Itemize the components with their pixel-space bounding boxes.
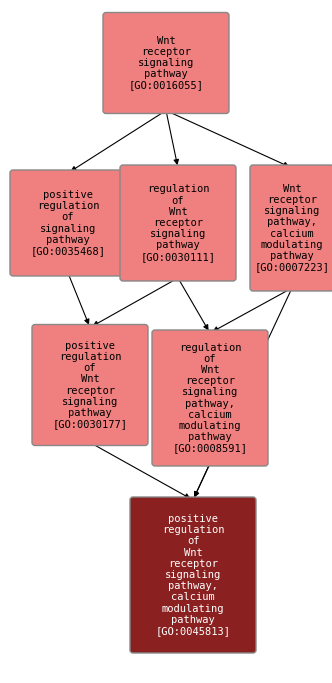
FancyBboxPatch shape xyxy=(103,12,229,113)
Text: Wnt
receptor
signaling
pathway
[GO:0016055]: Wnt receptor signaling pathway [GO:00160… xyxy=(128,36,204,90)
FancyBboxPatch shape xyxy=(152,330,268,466)
Text: positive
regulation
of
Wnt
receptor
signaling
pathway
[GO:0030177]: positive regulation of Wnt receptor sign… xyxy=(52,341,127,429)
Text: regulation
of
Wnt
receptor
signaling
pathway
[GO:0030111]: regulation of Wnt receptor signaling pat… xyxy=(140,184,215,262)
FancyBboxPatch shape xyxy=(32,324,148,445)
Text: Wnt
receptor
signaling
pathway,
calcium
modulating
pathway
[GO:0007223]: Wnt receptor signaling pathway, calcium … xyxy=(255,184,329,273)
Text: positive
regulation
of
signaling
pathway
[GO:0035468]: positive regulation of signaling pathway… xyxy=(31,190,106,256)
Text: positive
regulation
of
Wnt
receptor
signaling
pathway,
calcium
modulating
pathwa: positive regulation of Wnt receptor sign… xyxy=(155,514,230,636)
FancyBboxPatch shape xyxy=(250,165,332,291)
FancyBboxPatch shape xyxy=(130,497,256,653)
Text: regulation
of
Wnt
receptor
signaling
pathway,
calcium
modulating
pathway
[GO:000: regulation of Wnt receptor signaling pat… xyxy=(173,343,247,454)
FancyBboxPatch shape xyxy=(120,165,236,281)
FancyBboxPatch shape xyxy=(10,170,126,276)
